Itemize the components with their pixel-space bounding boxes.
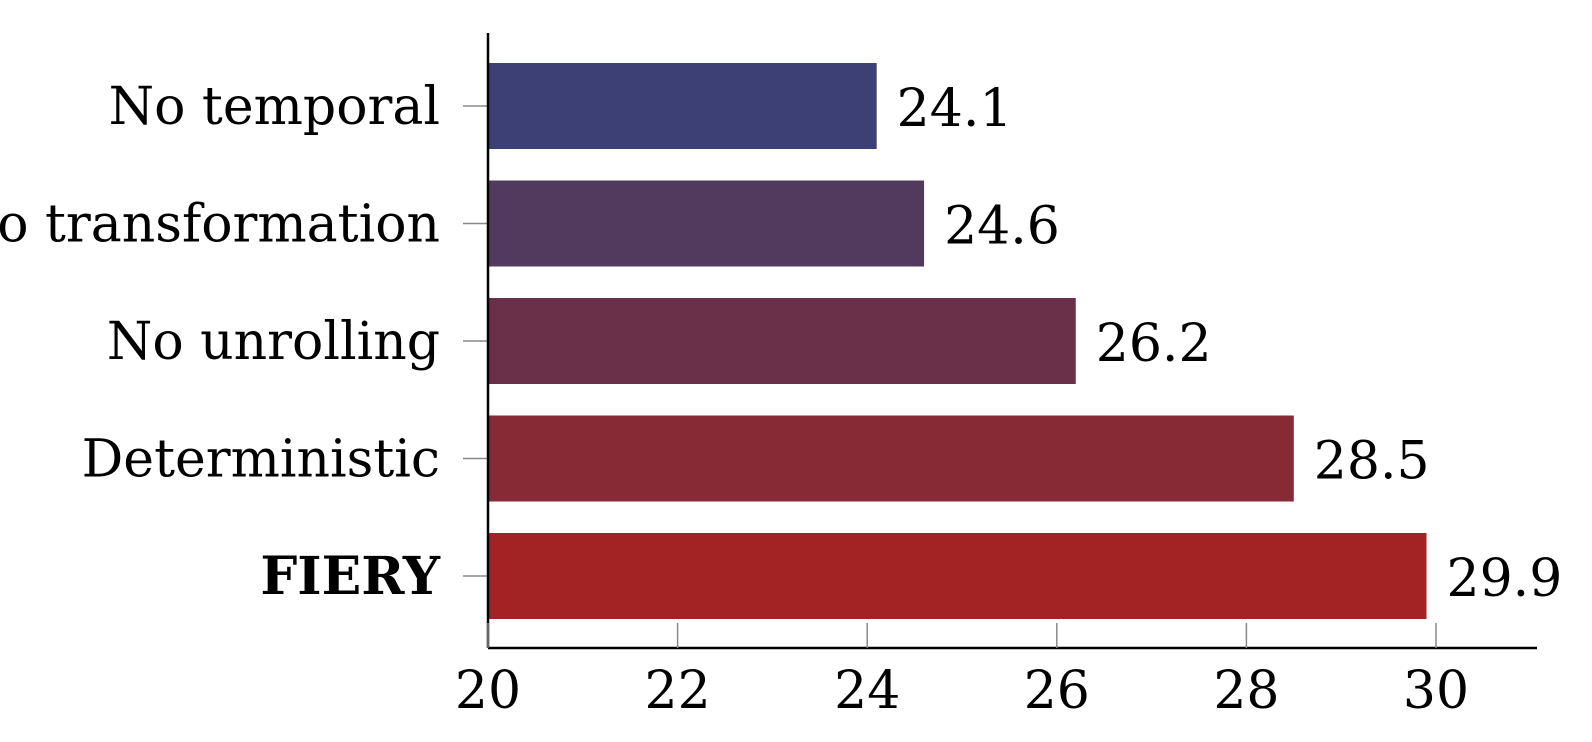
x-tick-label-24: 24 [834, 661, 900, 721]
bar-no-temporal [488, 63, 877, 149]
value-label-fiery: 29.9 [1447, 549, 1563, 609]
value-label-deterministic: 28.5 [1314, 432, 1430, 492]
x-tick-label-30: 30 [1403, 661, 1469, 721]
category-label-fiery: FIERY [260, 546, 440, 607]
category-label-deterministic: Deterministic [82, 430, 440, 490]
bar-fiery [488, 533, 1427, 619]
bars-layer [488, 63, 1427, 619]
bar-no-unrolling [488, 298, 1076, 384]
bar-no-transformation [488, 180, 925, 267]
labels-layer: No temporal 24.1 No transformation 24.6 No u… [0, 77, 1562, 609]
value-label-no-unrolling: 26.2 [1096, 314, 1212, 374]
x-tick-label-22: 22 [645, 661, 711, 721]
category-label-no-transformation: No transformation [0, 195, 440, 255]
value-label-no-temporal: 24.1 [897, 79, 1013, 139]
x-tick-label-28: 28 [1213, 661, 1279, 721]
x-tick-label-26: 26 [1024, 661, 1090, 721]
x-tick-label-20: 20 [455, 661, 521, 721]
category-label-no-temporal: No temporal [109, 77, 440, 137]
value-label-no-transformation: 24.6 [944, 197, 1060, 257]
axes-layer: 20 22 24 26 28 30 [455, 33, 1537, 721]
category-label-no-unrolling: No unrolling [107, 312, 440, 372]
bar-deterministic [488, 415, 1294, 502]
